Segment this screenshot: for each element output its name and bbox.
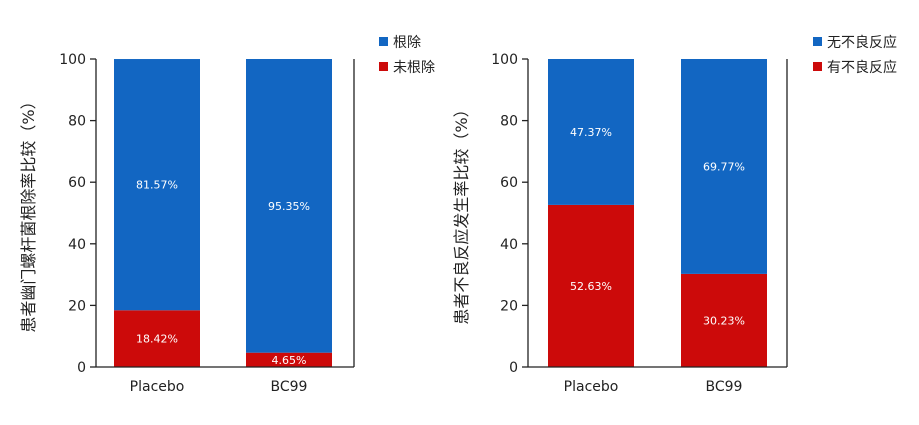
y-tick-label: 40	[68, 237, 86, 253]
legend-swatch	[379, 37, 388, 46]
bar-bc99-2-bottom	[681, 273, 767, 367]
y-tick-label: 80	[68, 114, 86, 130]
x-tick-label: Placebo	[130, 379, 185, 395]
legend-swatch	[379, 62, 388, 71]
y-tick-label: 100	[59, 52, 86, 68]
chart-1: 18.42% 81.57% Placebo 4.65% 95.35% BC99 0 20 40 6…	[19, 35, 435, 395]
bar-placebo-1-bottom	[114, 310, 200, 367]
x-tick-label: BC99	[271, 379, 308, 395]
y-tick-label: 80	[500, 114, 518, 130]
y-tick-label: 20	[68, 298, 86, 314]
bar-bc99-1-bottom	[246, 352, 332, 367]
legend-swatch	[813, 62, 822, 71]
y-tick-label: 100	[491, 52, 518, 68]
legend-label: 有不良反应	[827, 59, 897, 76]
legend-label: 无不良反应	[827, 34, 897, 51]
data-label: 52.63%	[570, 280, 612, 293]
data-label: 69.77%	[703, 160, 745, 173]
bar-bc99-1-top	[246, 59, 332, 353]
y-tick-label: 60	[68, 175, 86, 191]
y-tick-label: 60	[500, 175, 518, 191]
legend-label: 未根除	[393, 60, 435, 76]
data-label: 30.23%	[703, 314, 745, 327]
bar-placebo-1-top	[114, 59, 200, 311]
bar-bc99-2-top	[681, 59, 767, 274]
legend-label: 根除	[393, 35, 421, 51]
y-axis-label: 患者幽门螺杆菌根除率比较（%）	[19, 93, 38, 332]
data-label: 18.42%	[136, 333, 178, 346]
legend-swatch	[813, 37, 822, 46]
bar-placebo-2-top	[548, 59, 634, 205]
data-label: 81.57%	[136, 179, 178, 192]
data-label: 47.37%	[570, 126, 612, 139]
chart-2: 52.63% 47.37% Placebo 30.23% 69.77% BC99 0 20 40…	[452, 34, 897, 395]
data-label: 4.65%	[272, 354, 307, 367]
y-tick-label: 20	[500, 298, 518, 314]
y-axis-label: 患者不良反应发生率比较（%）	[452, 101, 471, 324]
bar-placebo-2-bottom	[548, 204, 634, 367]
y-tick-label: 40	[500, 237, 518, 253]
x-tick-label: Placebo	[564, 379, 619, 395]
x-tick-label: BC99	[706, 379, 743, 395]
data-label: 95.35%	[268, 200, 310, 213]
y-tick-label: 0	[509, 360, 518, 376]
y-tick-label: 0	[77, 360, 86, 376]
